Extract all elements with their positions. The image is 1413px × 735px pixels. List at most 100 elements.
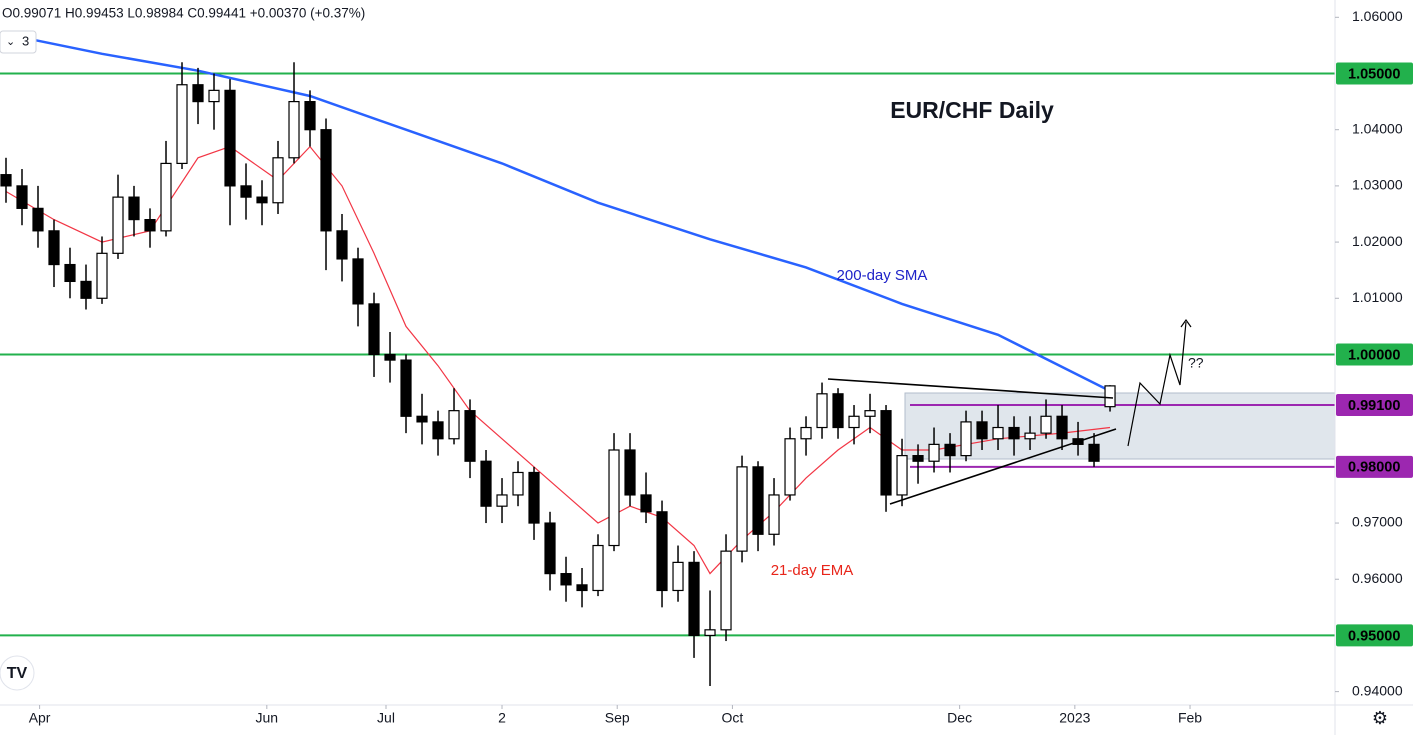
candle-body [704, 629, 716, 637]
candle-body [464, 410, 476, 462]
candle-body [912, 455, 924, 462]
y-tick-label: 1.02000 [1352, 233, 1403, 249]
level-label-box [1336, 343, 1413, 366]
ema-annotation: 21-day EMA [771, 562, 854, 579]
candle-body [720, 550, 732, 631]
candle-body [208, 89, 220, 103]
candle-body [1040, 415, 1052, 434]
candle-body [512, 471, 524, 496]
candle-body [304, 100, 316, 131]
candle-body [528, 471, 540, 524]
candle-body [832, 393, 844, 429]
candle-body [880, 410, 892, 496]
x-tick-label: 2 [498, 710, 506, 726]
candle-body [336, 230, 348, 260]
candle-body [32, 207, 44, 232]
candle-body [752, 466, 764, 535]
y-tick-label: 0.96000 [1352, 570, 1403, 586]
x-tick-label: Jul [377, 710, 395, 726]
candle-body [992, 426, 1004, 440]
candle-body [976, 421, 988, 440]
x-tick-label: Apr [29, 710, 51, 726]
level-label-box [1336, 394, 1413, 417]
y-tick-label: 0.97000 [1352, 514, 1403, 530]
candle-body [288, 100, 300, 159]
level-label: 1.00000 [1348, 347, 1400, 363]
candle-body [560, 573, 572, 586]
candle-body [864, 410, 876, 417]
candle-body [144, 219, 156, 232]
candle-body [816, 393, 828, 429]
candle-body [1104, 385, 1116, 408]
candle-body [160, 162, 172, 232]
candle-body [1024, 432, 1036, 440]
axis-layer: 0.94000 0.96000 0.97000 1.01000 1.02000 1.030… [29, 8, 1413, 726]
candle-body [48, 230, 60, 266]
candle-body [784, 438, 796, 496]
candle-body [96, 252, 108, 299]
candle-body [368, 303, 380, 356]
svg-text:TV: TV [7, 665, 28, 682]
arrow-head [1180, 318, 1192, 328]
candle-body [1088, 443, 1100, 462]
candle-body [672, 561, 684, 592]
candle-body [848, 415, 860, 429]
candle-body [320, 129, 332, 232]
candle-body [544, 522, 556, 575]
candle-body [128, 196, 140, 221]
candle-body [384, 353, 396, 361]
candle-body [688, 561, 700, 637]
x-tick-label: Feb [1178, 710, 1202, 726]
indicator-count[interactable]: 3 [22, 33, 29, 48]
ohlc-header: O0.99071 H0.99453 L0.98984 C0.99441 +0.0… [2, 6, 365, 21]
x-tick-label: Sep [605, 710, 630, 726]
candle-body [896, 455, 908, 496]
indicator-toggle[interactable] [0, 30, 37, 54]
candle-body [16, 185, 28, 209]
x-tick-label: 2023 [1059, 710, 1090, 726]
candle-body [576, 584, 588, 592]
candle-body [416, 415, 428, 423]
y-tick-label: 1.06000 [1352, 8, 1403, 24]
level-label: 1.05000 [1348, 66, 1400, 82]
candle-body [960, 421, 972, 457]
candle-body [80, 280, 92, 299]
candle-body [624, 449, 636, 496]
candle-body [240, 185, 252, 198]
candle-body [224, 89, 236, 187]
y-tick-label: 1.04000 [1352, 120, 1403, 136]
candle-body [256, 196, 268, 204]
level-label: 0.99100 [1348, 398, 1400, 414]
candle-body [592, 544, 604, 592]
y-tick-label: 1.03000 [1352, 177, 1403, 193]
triangle-lower-line [889, 428, 1117, 505]
candle-body [608, 449, 620, 547]
indicator-caret: ⌄ [6, 36, 15, 48]
candle-body [0, 174, 12, 187]
candle-body [656, 511, 668, 592]
candle-body [112, 196, 124, 254]
candle-body [352, 258, 364, 305]
settings-icon[interactable]: ⚙ [1372, 708, 1388, 728]
triangle-upper-line [827, 378, 1114, 399]
chart-title: EUR/CHF Daily [890, 97, 1054, 123]
candle-body [192, 84, 204, 103]
projection-arrow [1127, 321, 1187, 447]
level-label: 0.95000 [1348, 628, 1400, 644]
candle-body [928, 443, 940, 462]
level-label: 0.98000 [1348, 460, 1400, 476]
candle-body [640, 494, 652, 513]
question-annotation: ?? [1188, 355, 1204, 371]
candle-body [176, 84, 188, 165]
x-tick-label: Dec [947, 710, 972, 726]
drawings [827, 318, 1192, 505]
candle-body [1056, 415, 1068, 440]
candle-body [432, 421, 444, 440]
level-label-box [1336, 624, 1413, 647]
level-label-box [1336, 455, 1413, 478]
y-tick-label: 0.94000 [1352, 682, 1403, 698]
candle-body [480, 460, 492, 507]
candle-body [736, 466, 748, 552]
x-tick-label: Oct [722, 710, 744, 726]
